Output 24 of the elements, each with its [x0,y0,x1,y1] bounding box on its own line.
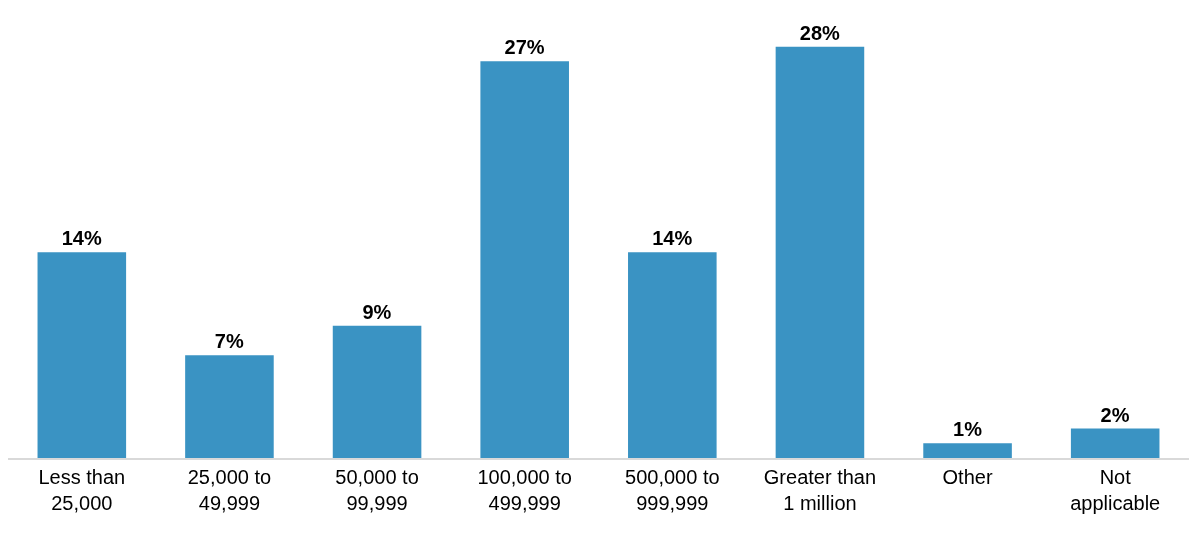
bar [775,46,865,458]
x-tick-label: 50,000 to 99,999 [335,466,419,514]
data-label: 14% [652,227,693,250]
bar [185,355,274,458]
data-label: 27% [504,36,545,59]
data-label: 28% [799,21,841,44]
x-tick-label: 100,000 to 499,999 [477,466,572,514]
x-tick-label: Less than 25,000 [38,466,126,514]
bar [480,61,569,458]
data-label: 1% [953,418,983,441]
data-label: 14% [61,227,102,250]
x-tick-label: Greater than 1 million [763,466,877,514]
data-label: 7% [214,330,244,353]
x-tick-label: Not applicable [1070,466,1161,514]
data-label: 2% [1100,403,1130,426]
x-tick-label: 25,000 to 49,999 [187,466,272,514]
x-tick-label: 500,000 to 999,999 [625,466,720,514]
x-tick-label: Other [942,466,993,488]
bar [1070,428,1160,458]
bar [628,252,717,458]
bar [332,325,422,458]
bar [923,443,1012,458]
data-label: 9% [362,300,392,323]
bar [37,252,127,458]
